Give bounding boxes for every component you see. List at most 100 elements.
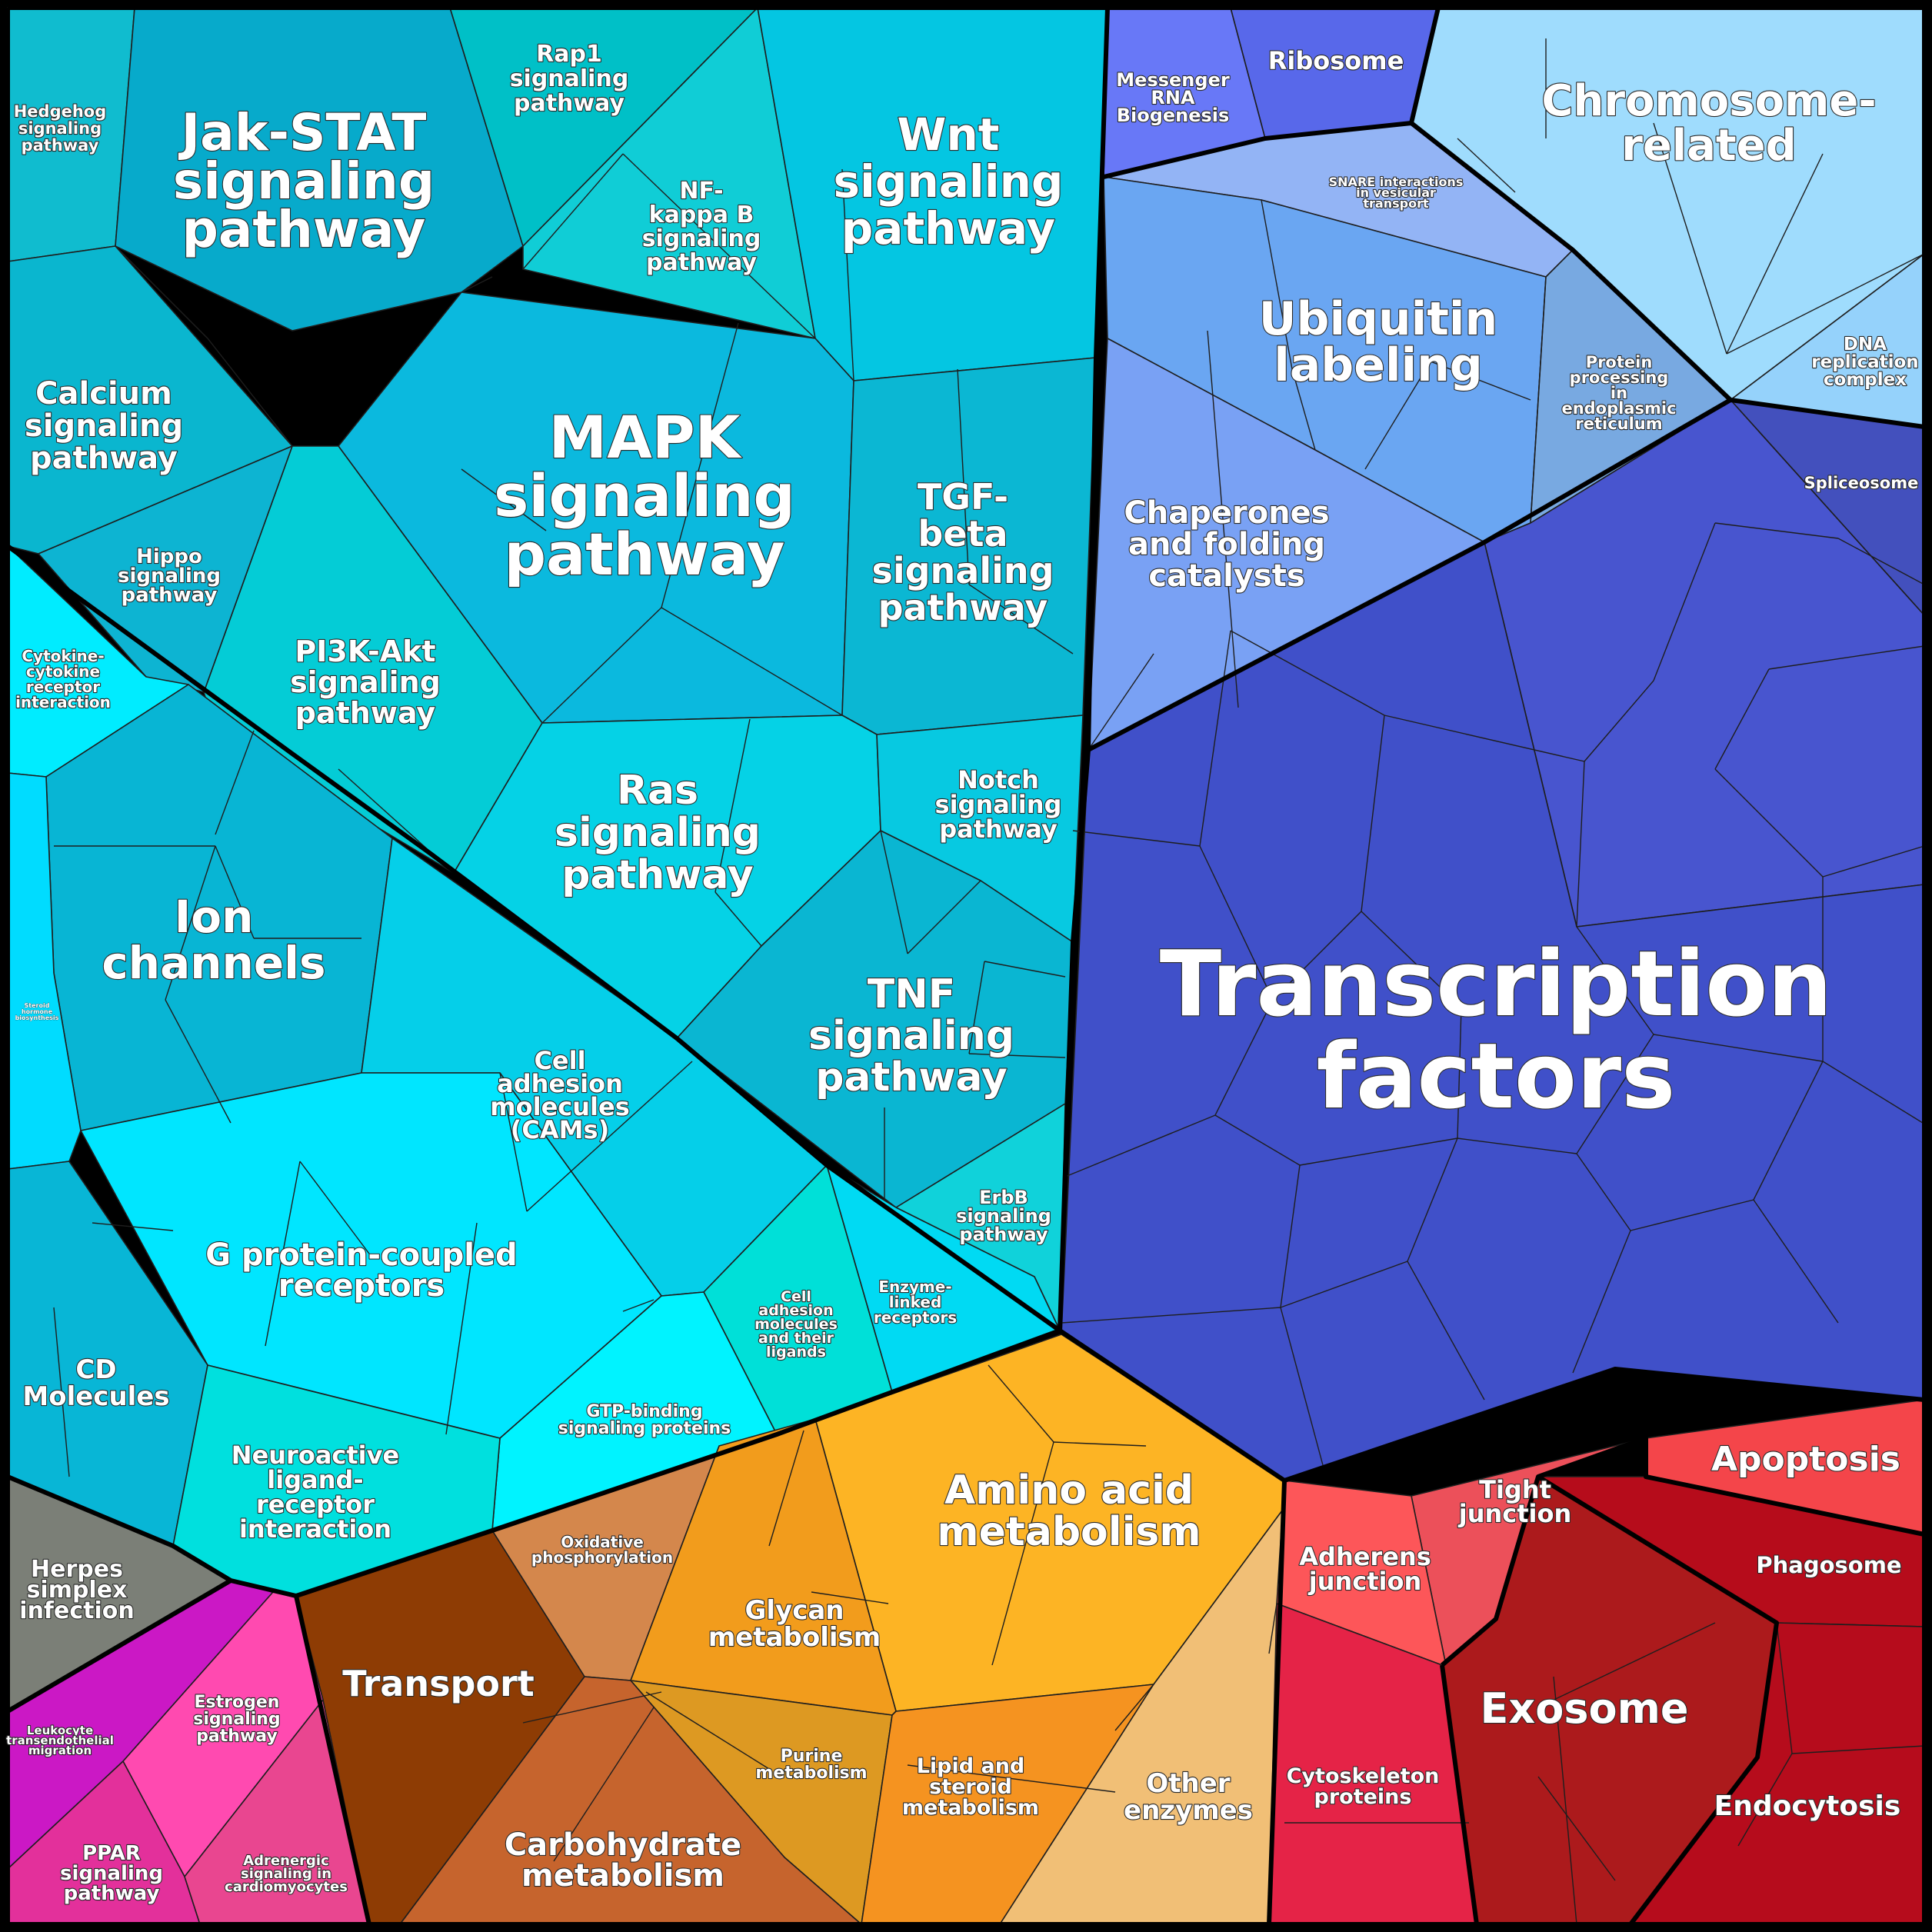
cell-edge: [715, 718, 751, 893]
label-line: pathway: [841, 202, 1055, 255]
label-line: receptor: [256, 1490, 375, 1519]
label-line: signaling: [555, 810, 761, 856]
cell-edge: [1714, 522, 1839, 539]
cell-edge: [907, 880, 981, 954]
label-line: Tight: [1479, 1475, 1551, 1504]
cell-edge: [1064, 1114, 1216, 1178]
label-line: junction: [1307, 1567, 1422, 1596]
label-line: in: [1611, 384, 1627, 402]
label-line: Enzyme-: [878, 1277, 951, 1296]
label-line: Hedgehog: [14, 102, 107, 121]
label-tgf-beta: TGF-beta signaling pathway: [871, 476, 1054, 628]
label-line: Oxidative: [561, 1533, 644, 1551]
cell-edge: [1530, 276, 1547, 524]
label-wnt: Wnt signaling pathway: [834, 108, 1064, 255]
label-oxidative: Oxidative phosphorylation: [531, 1533, 673, 1567]
cell-edge: [1714, 668, 1770, 770]
label-line: pathway: [122, 584, 218, 607]
cell-enzyme-linked[interactable]: [826, 1164, 1061, 1393]
label-line: Wnt: [898, 108, 1000, 161]
label-line: PPAR: [82, 1842, 141, 1865]
label-line: pathway: [22, 136, 99, 155]
cell-edge: [445, 1222, 478, 1435]
cell-edge: [1268, 1603, 1277, 1654]
cell-edge: [880, 830, 908, 954]
label-line: signaling: [290, 665, 441, 699]
cell-edge: [1361, 911, 1462, 1008]
cell-edge: [207, 338, 293, 447]
labels-layer: Hedgehog signaling pathway Jak-STAT signalin…: [5, 40, 1920, 1906]
group-border: [6, 1578, 232, 1714]
cell-edge: [841, 168, 854, 381]
label-glycan: Glycan metabolism: [708, 1595, 881, 1653]
cell-edge: [526, 1061, 693, 1212]
cell-edge: [1714, 768, 1824, 878]
label-line: Amino acid: [944, 1467, 1194, 1514]
cell-edge: [1753, 1199, 1839, 1324]
label-erbb: ErbB signaling pathway: [956, 1187, 1051, 1245]
label-line: NF-: [679, 178, 723, 205]
label-line: endoplasmic: [1561, 399, 1676, 418]
label-jak-stat: Jak-STAT signaling pathway: [173, 103, 435, 259]
label-line: Rap1: [536, 41, 602, 68]
cell-edge: [522, 1691, 662, 1724]
label-line: catalysts: [1148, 558, 1304, 594]
label-line: adhesion: [497, 1069, 623, 1098]
label-line: signaling: [25, 408, 183, 444]
label-line: signaling: [935, 790, 1062, 819]
cell-edge: [1280, 1164, 1301, 1308]
cell-edge: [1199, 630, 1231, 847]
cell-edge: [968, 1053, 1066, 1058]
label-line: Jak-STAT: [178, 103, 427, 162]
label-line: processing: [1570, 368, 1669, 387]
label-line: receptor: [26, 678, 100, 696]
cell-edge: [215, 845, 255, 939]
label-line: Biogenesis: [1117, 105, 1230, 126]
cell-edge: [968, 961, 985, 1054]
label-line: in vesicular: [1356, 185, 1436, 200]
label-line: Endocytosis: [1714, 1790, 1901, 1822]
label-line: Steroid: [25, 1002, 50, 1009]
label-line: proteins: [1314, 1785, 1412, 1809]
label-line: receptors: [278, 1268, 445, 1304]
label-line: interaction: [15, 693, 111, 711]
cell-edge: [1545, 1622, 1716, 1704]
label-line: Exosome: [1481, 1684, 1689, 1733]
cell-hippo[interactable]: [38, 445, 293, 693]
label-cell-adhesion-ligands: Cell adhesion molecules and their ligands: [754, 1288, 838, 1361]
cell-edge: [299, 1161, 370, 1254]
cell-edge: [1576, 1034, 1654, 1154]
label-line: G protein-coupled: [205, 1237, 517, 1273]
label-line: and folding: [1128, 527, 1325, 562]
cell-edge: [1576, 1153, 1631, 1231]
cell-carbohydrate[interactable]: [399, 1676, 862, 1925]
label-line: Ion: [175, 891, 254, 943]
label-line: hormone: [22, 1008, 53, 1015]
label-cytokine: Cytokine-cytokine receptor interaction: [15, 647, 111, 711]
label-line: kappa B: [649, 202, 754, 228]
label-line: signaling: [494, 461, 795, 530]
cell-edge: [1753, 1061, 1824, 1201]
label-line: pathway: [295, 696, 436, 730]
label-line: CD: [75, 1354, 116, 1385]
cell-edge: [1737, 1753, 1793, 1847]
cell-edge: [1061, 1307, 1281, 1324]
cell-edge: [661, 607, 843, 716]
label-line: pathway: [878, 587, 1048, 628]
label-leukocyte: Leukocyte transendothelial migration: [6, 1724, 114, 1757]
cell-edge: [115, 245, 208, 339]
cell-edge: [1457, 138, 1516, 193]
label-line: Leukocyte: [27, 1724, 93, 1737]
cell-edge: [1272, 911, 1362, 1001]
label-gpcr: G protein-coupled receptors: [205, 1237, 517, 1304]
label-line: signaling: [18, 119, 102, 138]
group-border: [5, 5, 1927, 1927]
cell-edge: [1072, 830, 1201, 847]
cell-edge: [1537, 1776, 1616, 1881]
cell-edge: [1576, 761, 1585, 928]
label-line: replication: [1811, 352, 1918, 372]
cell-edge: [1214, 999, 1274, 1116]
label-line: TNF: [868, 971, 956, 1018]
label-dna-replication: DNA replication complex: [1811, 335, 1918, 390]
group-border: [1058, 1328, 1925, 1483]
